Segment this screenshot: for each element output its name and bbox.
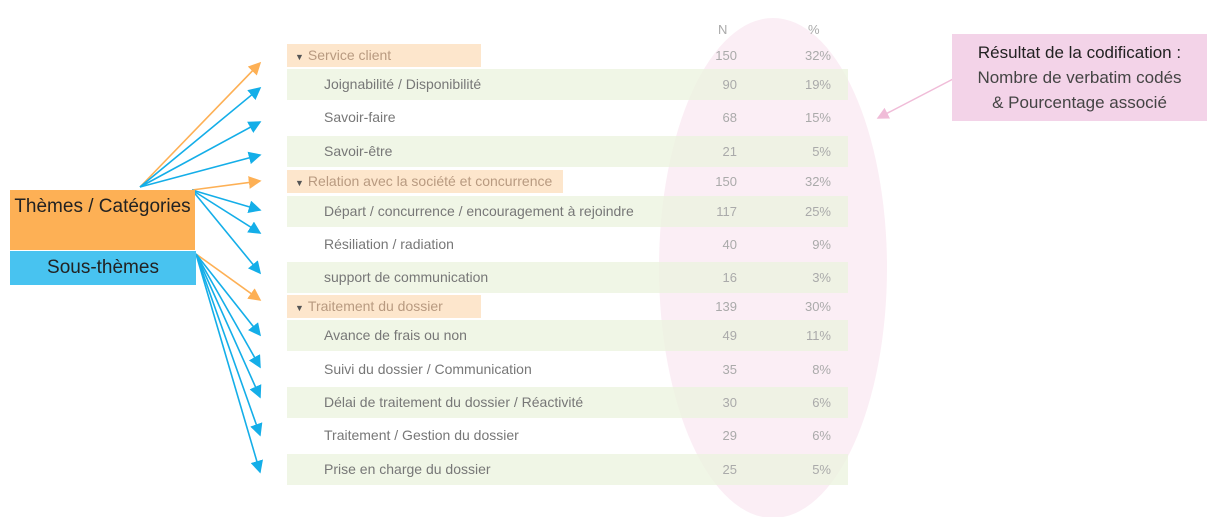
percent-value: 11%: [805, 327, 831, 343]
count-value: 29: [722, 427, 737, 443]
percent-value: 6%: [812, 427, 831, 443]
percent-value: 8%: [812, 361, 831, 377]
count-value: 117: [716, 203, 737, 219]
subtheme-row: Avance de frais ou non: [287, 320, 848, 351]
sous-themes-legend-box: Sous-thèmes: [10, 251, 196, 285]
subtheme-label: Savoir-faire: [324, 109, 396, 125]
subtheme-row: Joignabilité / Disponibilité: [287, 69, 848, 100]
theme-arrow: [191, 176, 262, 191]
caret-down-icon[interactable]: ▼: [295, 52, 304, 62]
percent-value: 19%: [804, 76, 831, 92]
percent-value: 32%: [804, 47, 831, 63]
count-value: 139: [715, 298, 737, 314]
count-value: 150: [715, 173, 737, 189]
percent-value: 15%: [804, 109, 831, 125]
subtheme-label: Joignabilité / Disponibilité: [324, 76, 482, 92]
category-label: Traitement du dossier: [307, 298, 443, 314]
percent-value: 5%: [812, 461, 831, 477]
subtheme-arrow: [139, 151, 262, 188]
subtheme-row: Savoir-être: [287, 136, 848, 167]
callout-box: Résultat de la codification : Nombre de …: [952, 34, 1207, 121]
callout-title: Résultat de la codification :: [977, 43, 1182, 62]
header-pct: %: [808, 22, 820, 37]
subtheme-label: Résiliation / radiation: [324, 236, 454, 252]
subtheme-row: Traitement / Gestion du dossier: [287, 420, 848, 451]
caret-down-icon[interactable]: ▼: [295, 303, 304, 313]
subtheme-label: Avance de frais ou non: [324, 327, 467, 343]
subtheme-arrow: [191, 189, 262, 275]
percent-value: 6%: [812, 394, 831, 410]
subtheme-arrow: [195, 253, 263, 437]
count-value: 35: [722, 361, 737, 377]
count-value: 25: [722, 461, 737, 477]
subtheme-arrow: [191, 189, 262, 234]
subtheme-arrow: [139, 121, 262, 188]
subtheme-label: Départ / concurrence / encouragement à r…: [324, 203, 634, 219]
subtheme-row: Délai de traitement du dossier / Réactiv…: [287, 387, 848, 418]
subtheme-row: Savoir-faire: [287, 102, 848, 133]
caret-down-icon[interactable]: ▼: [295, 178, 304, 188]
category-row[interactable]: ▼ Service client: [287, 44, 481, 67]
subtheme-row: support de communication: [287, 262, 848, 293]
subtheme-arrow: [195, 253, 263, 474]
subtheme-arrow: [195, 253, 261, 369]
callout-line2: & Pourcentage associé: [992, 93, 1167, 112]
count-value: 40: [722, 236, 737, 252]
theme-arrow: [139, 61, 262, 188]
count-value: 30: [722, 394, 737, 410]
percent-value: 9%: [812, 236, 831, 252]
subtheme-label: Traitement / Gestion du dossier: [324, 427, 519, 443]
theme-arrow: [195, 253, 262, 301]
percent-value: 5%: [812, 143, 831, 159]
category-row[interactable]: ▼ Traitement du dossier: [287, 295, 481, 318]
header-n: N: [718, 22, 728, 37]
count-value: 16: [722, 269, 737, 285]
count-value: 150: [715, 47, 737, 63]
subtheme-row: Résiliation / radiation: [287, 229, 848, 260]
category-row[interactable]: ▼ Relation avec la société et concurrence: [287, 170, 563, 193]
count-value: 90: [722, 76, 737, 92]
subtheme-label: Délai de traitement du dossier / Réactiv…: [324, 394, 584, 410]
percent-value: 3%: [812, 269, 831, 285]
subtheme-label: support de communication: [324, 269, 489, 285]
subtheme-arrow: [195, 253, 262, 399]
subtheme-row: Prise en charge du dossier: [287, 454, 848, 485]
category-label: Relation avec la société et concurrence: [307, 173, 553, 189]
percent-value: 30%: [804, 298, 831, 314]
subtheme-arrow: [195, 253, 261, 337]
subtheme-label: Savoir-être: [324, 143, 393, 159]
subtheme-arrow: [139, 86, 262, 188]
subtheme-label: Suivi du dossier / Communication: [324, 361, 532, 377]
percent-value: 25%: [804, 203, 831, 219]
subtheme-row: Départ / concurrence / encouragement à r…: [287, 196, 848, 227]
themes-legend-box: Thèmes / Catégories: [10, 190, 195, 250]
percent-value: 32%: [804, 173, 831, 189]
count-value: 49: [722, 327, 737, 343]
category-label: Service client: [307, 47, 392, 63]
subtheme-arrow: [191, 189, 262, 213]
subtheme-row: Suivi du dossier / Communication: [287, 354, 848, 385]
count-value: 68: [722, 109, 737, 125]
callout-arrow: [876, 77, 956, 119]
count-value: 21: [722, 143, 737, 159]
callout-line1: Nombre de verbatim codés: [977, 68, 1182, 87]
subtheme-label: Prise en charge du dossier: [324, 461, 491, 477]
